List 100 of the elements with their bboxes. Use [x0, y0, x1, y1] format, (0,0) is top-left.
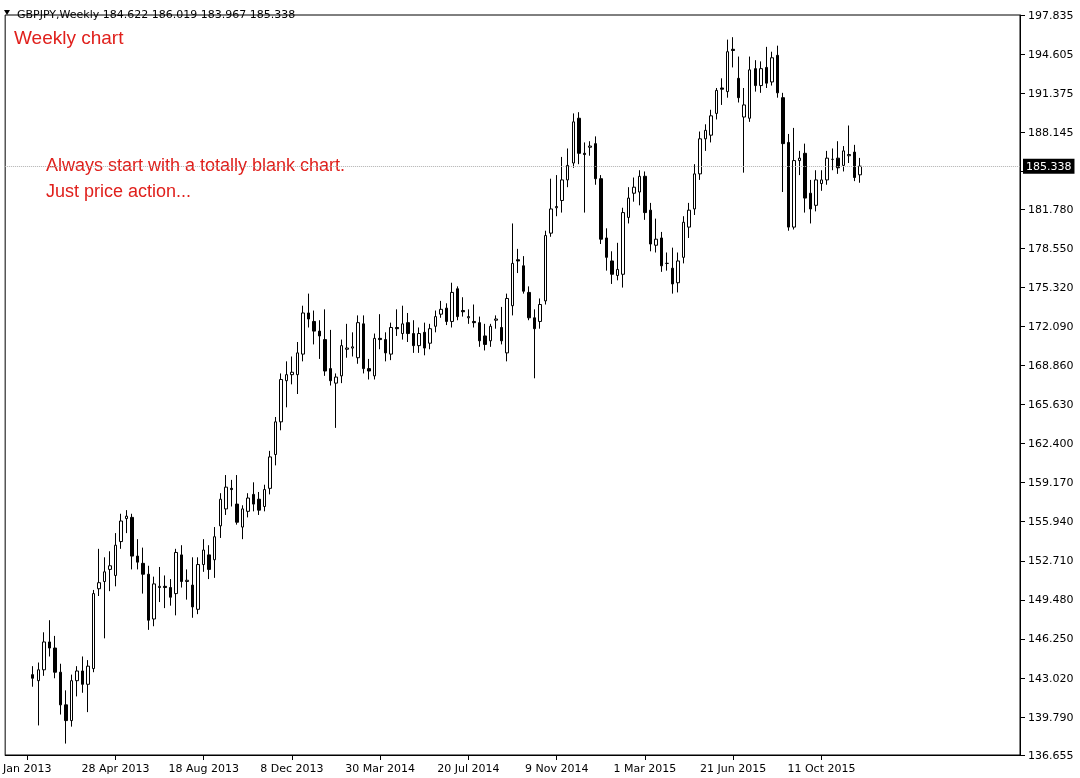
y-tick-label: 136.655 — [1028, 748, 1074, 762]
candlestick — [64, 689, 68, 745]
candlestick — [456, 285, 459, 321]
candlestick — [742, 87, 746, 174]
candlestick — [820, 169, 823, 192]
candlestick — [776, 45, 779, 99]
y-tick-label: 152.710 — [1028, 554, 1074, 568]
candlestick — [538, 297, 542, 330]
candlestick — [759, 60, 763, 94]
candlestick — [334, 372, 338, 429]
candlestick — [389, 322, 393, 361]
chart-title: GBPJPY,Weekly 184.622 186.019 183.967 185.338 — [17, 8, 296, 21]
candlestick — [489, 323, 492, 348]
candlestick — [268, 450, 272, 495]
candlestick — [792, 127, 796, 231]
candlestick — [384, 331, 387, 362]
candlestick — [356, 314, 360, 365]
candlestick — [643, 170, 647, 221]
candlestick — [599, 174, 603, 245]
candlestick — [765, 46, 768, 89]
candlestick — [318, 319, 321, 360]
y-tick-label: 197.835 — [1028, 8, 1074, 22]
candlestick — [219, 492, 222, 539]
candlestick — [207, 544, 211, 580]
candlestick — [180, 544, 183, 589]
candlestick — [842, 145, 845, 172]
candlestick — [246, 492, 250, 518]
candlestick — [163, 574, 167, 609]
candlestick — [439, 300, 443, 319]
candlestick — [687, 202, 691, 239]
annotation: Just price action... — [46, 181, 192, 201]
candlestick — [367, 358, 371, 380]
candlestick — [698, 131, 702, 181]
y-tick-label: 168.860 — [1028, 358, 1074, 372]
candlestick — [627, 186, 630, 224]
candlestick — [638, 169, 641, 206]
candlestick — [169, 578, 172, 607]
candlestick — [814, 169, 818, 212]
candlestick — [202, 538, 205, 573]
candlestick — [340, 339, 343, 384]
candlestick — [676, 251, 680, 293]
candlestick — [693, 163, 696, 216]
candlestick — [252, 481, 255, 512]
candlestick — [825, 150, 829, 186]
candlestick — [516, 248, 520, 274]
candlestick — [654, 218, 658, 253]
candlestick — [345, 323, 349, 359]
candlestick — [103, 556, 106, 639]
candlestick — [81, 655, 84, 694]
candlestick — [351, 331, 354, 358]
candlestick — [798, 150, 801, 176]
candlestick — [549, 178, 553, 238]
candlestick — [213, 526, 216, 579]
y-tick-label: 162.400 — [1028, 437, 1074, 451]
annotation: Always start with a totally blank chart. — [46, 155, 346, 175]
candlestick — [577, 111, 581, 165]
y-tick-label: 143.020 — [1028, 671, 1074, 685]
x-tick-label: 11 Oct 2015 — [787, 762, 856, 775]
candlestick — [285, 360, 288, 408]
candlestick — [59, 663, 62, 716]
candlestick — [230, 479, 233, 507]
candlestick — [836, 140, 840, 175]
x-tick-label: 28 Apr 2013 — [81, 762, 150, 775]
candlestick — [858, 157, 862, 184]
candlestick — [588, 140, 592, 157]
candlestick — [583, 141, 586, 214]
candlestick — [158, 566, 161, 603]
candlestick — [671, 247, 674, 295]
candlestick — [329, 329, 332, 387]
y-tick-label: 188.145 — [1028, 125, 1074, 139]
candlestick — [445, 302, 448, 326]
candlestick — [152, 576, 156, 627]
candlestick — [649, 202, 652, 252]
candlestick — [406, 312, 410, 343]
candlestick — [191, 556, 194, 619]
candlestick — [682, 215, 685, 264]
ref-line-label: 185.338 — [1026, 159, 1072, 173]
candlestick — [395, 308, 399, 337]
candlestick — [224, 474, 228, 516]
candlestick — [263, 484, 266, 512]
candlestick — [147, 565, 150, 631]
candlestick — [136, 538, 139, 570]
candlestick — [726, 39, 729, 99]
y-tick-label: 139.790 — [1028, 710, 1074, 724]
candlestick — [665, 251, 669, 272]
candlestick — [75, 665, 79, 697]
x-tick-label: 8 Dec 2013 — [260, 762, 324, 775]
candlestick — [847, 124, 851, 164]
candlestick — [196, 556, 200, 615]
candlestick — [461, 296, 465, 318]
y-tick-label: 181.780 — [1028, 202, 1074, 216]
candlestick — [605, 227, 608, 272]
candlestick — [467, 308, 470, 325]
candlestick — [715, 87, 718, 120]
candlestick — [53, 635, 57, 679]
candlestick — [130, 513, 134, 570]
candlestick — [97, 548, 101, 597]
y-tick-label: 172.090 — [1028, 319, 1074, 333]
y-tick-label: 178.550 — [1028, 241, 1074, 255]
x-tick-label: 30 Mar 2014 — [345, 762, 416, 775]
